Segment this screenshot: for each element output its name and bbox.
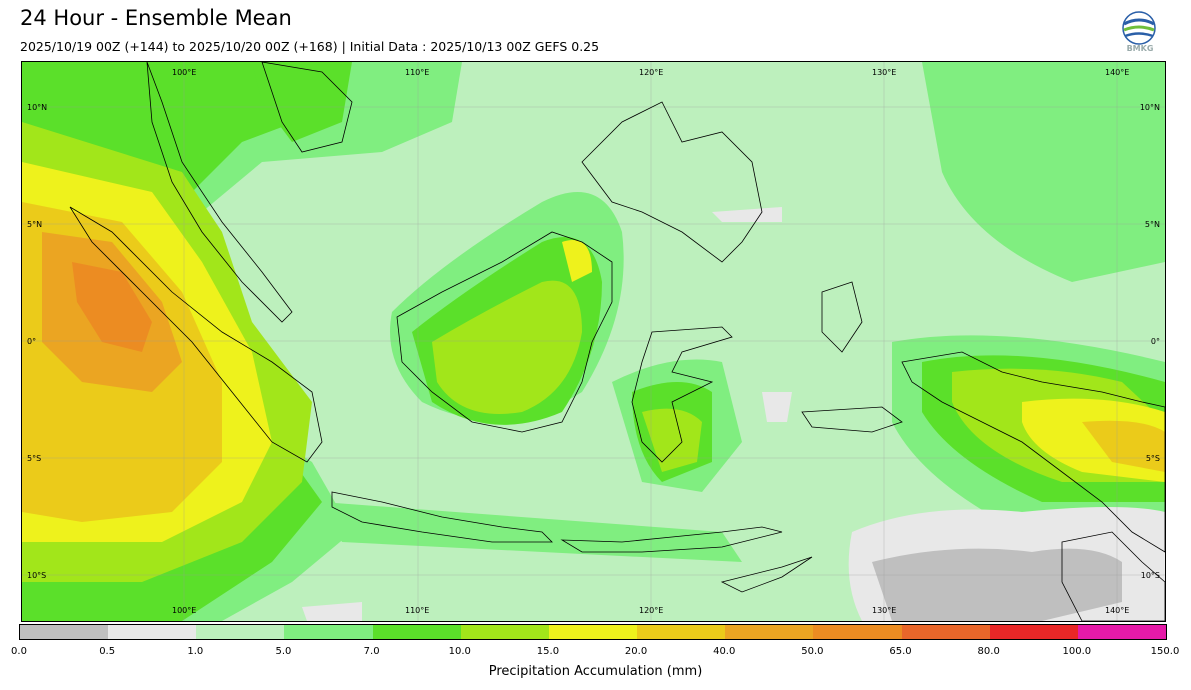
colorbar-tick-label: 5.0 <box>275 646 292 657</box>
colorbar-tick-label: 80.0 <box>977 646 1000 657</box>
lon-label-top: 120°E <box>639 68 664 77</box>
lat-label-right: 5°N <box>1144 220 1160 229</box>
colorbar-segment <box>372 625 461 639</box>
colorbar-tick-label: 10.0 <box>448 646 471 657</box>
colorbar-segment <box>637 625 726 639</box>
lat-label-left: 0° <box>27 337 37 346</box>
colorbar-segment <box>284 625 373 639</box>
lon-label-top: 110°E <box>405 68 430 77</box>
colorbar-segment <box>108 625 197 639</box>
lon-label-bottom: 140°E <box>1105 606 1130 615</box>
logo-text: BMKG <box>1126 44 1154 53</box>
colorbar-tick-label: 0.5 <box>99 646 116 657</box>
lon-label-bottom: 120°E <box>639 606 664 615</box>
lat-label-left: 10°N <box>27 103 48 112</box>
lon-label-bottom: 100°E <box>172 606 197 615</box>
colorbar-tick-label: 15.0 <box>536 646 560 657</box>
lat-label-left: 5°S <box>27 454 42 463</box>
chart-title: 24 Hour - Ensemble Mean <box>20 6 292 30</box>
colorbar-tick-label: 20.0 <box>624 646 648 657</box>
colorbar-tick-label: 1.0 <box>187 646 204 657</box>
lon-label-top: 140°E <box>1105 68 1130 77</box>
colorbar-segment <box>989 625 1078 639</box>
lat-label-right: 10°S <box>1140 571 1160 580</box>
colorbar-segment <box>196 625 285 639</box>
lon-label-bottom: 130°E <box>872 606 897 615</box>
colorbar-tick-label: 100.0 <box>1062 646 1092 657</box>
precipitation-map: 100°E 110°E 120°E 130°E 140°E 100°E 110°… <box>21 61 1166 622</box>
lat-label-left: 5°N <box>27 220 43 229</box>
lat-label-left: 10°S <box>27 571 47 580</box>
colorbar-segment <box>725 625 814 639</box>
colorbar-segment <box>901 625 990 639</box>
lon-label-top: 100°E <box>172 68 197 77</box>
lat-label-right: 5°S <box>1145 454 1160 463</box>
lat-label-right: 0° <box>1150 337 1160 346</box>
lon-label-top: 130°E <box>872 68 897 77</box>
lon-label-bottom: 110°E <box>405 606 430 615</box>
colorbar-tick-label: 7.0 <box>363 646 380 657</box>
colorbar-segment <box>813 625 902 639</box>
colorbar-segment <box>548 625 638 639</box>
colorbar-tick-label: 40.0 <box>713 646 736 657</box>
colorbar-tick-label: 50.0 <box>801 646 824 657</box>
precipitation-colorbar <box>19 624 1167 640</box>
colorbar-tick-label: 150.0 <box>1150 646 1180 657</box>
colorbar-segment <box>460 625 549 639</box>
colorbar-segment <box>1077 625 1167 639</box>
bmkg-logo <box>1120 10 1158 56</box>
colorbar-label: Precipitation Accumulation (mm) <box>488 664 703 679</box>
colorbar-tick-label: 0.0 <box>11 646 27 657</box>
chart-subtitle: 2025/10/19 00Z (+144) to 2025/10/20 00Z … <box>20 39 600 54</box>
colorbar-tick-label: 65.0 <box>889 646 912 657</box>
colorbar-segment <box>20 625 109 639</box>
lat-label-right: 10°N <box>1139 103 1160 112</box>
